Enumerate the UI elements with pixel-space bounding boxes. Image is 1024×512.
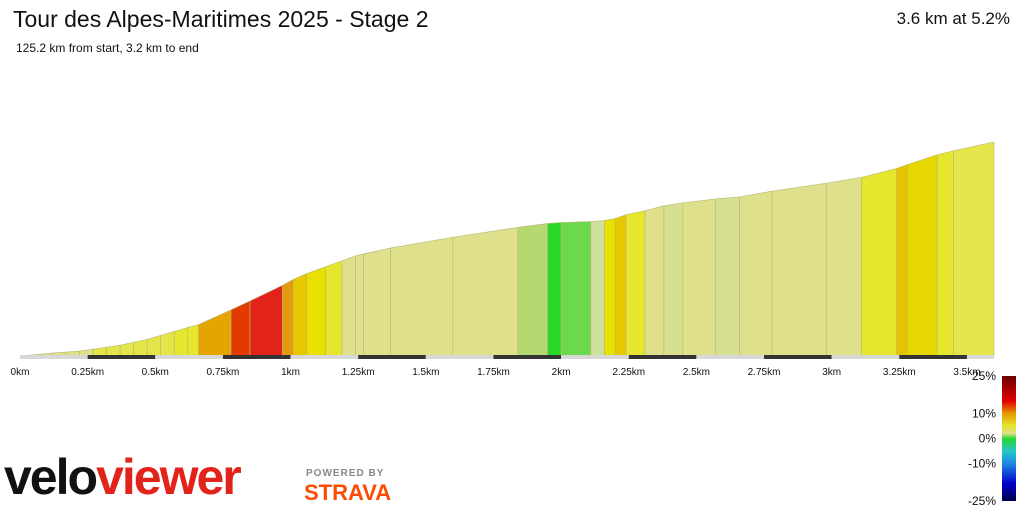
- climb-summary: 3.6 km at 5.2%: [896, 9, 1010, 28]
- profile-segment: [663, 202, 684, 357]
- scale-bar-segment: [764, 355, 832, 359]
- profile-segment: [282, 278, 294, 357]
- profile-segment: [739, 190, 773, 357]
- x-axis-ticks: 0km 0.25km 0.5km 0.75km 1km 1.25km 1.5km 1.75km…: [11, 367, 981, 378]
- colorbar-label: -10%: [968, 457, 996, 471]
- x-tick-label: 3.5km: [953, 367, 980, 378]
- colorbar-rect: [1002, 376, 1016, 501]
- chart-subtitle: 125.2 km from start, 3.2 km to end: [16, 41, 199, 55]
- scale-bar-segment: [628, 355, 697, 359]
- scale-bar-segment: [561, 355, 629, 359]
- x-tick-label: 0.75km: [207, 367, 240, 378]
- profile-segment: [896, 164, 908, 357]
- profile-segment: [249, 284, 283, 357]
- profile-segment: [341, 255, 356, 357]
- scale-bar-segment: [696, 355, 765, 359]
- x-tick-label: 3.25km: [883, 367, 916, 378]
- scale-bar-segment: [87, 355, 156, 359]
- profile-segment: [306, 266, 327, 357]
- colorbar-label: 0%: [979, 432, 997, 446]
- profile-segment: [198, 309, 232, 357]
- logo-velo: velo: [4, 449, 98, 505]
- profile-segment: [604, 218, 616, 357]
- chart-title: Tour des Alpes-Maritimes 2025 - Stage 2: [13, 6, 429, 32]
- profile-segment: [92, 346, 107, 357]
- profile-segment: [953, 141, 995, 357]
- x-tick-label: 2km: [552, 367, 571, 378]
- scale-bar-segment: [425, 355, 494, 359]
- colorbar-label: -25%: [968, 494, 996, 508]
- x-tick-label: 0km: [11, 367, 30, 378]
- colorbar-label: 10%: [972, 407, 996, 421]
- profile-segment: [133, 338, 148, 357]
- profile-segment: [452, 227, 519, 357]
- x-tick-label: 1.75km: [477, 367, 510, 378]
- distance-scale-bar: [20, 355, 994, 359]
- scale-bar-segment: [493, 355, 562, 359]
- profile-segment: [325, 260, 343, 357]
- x-tick-label: 1km: [281, 367, 300, 378]
- logo-viewer: viewer: [96, 449, 242, 505]
- x-tick-label: 0.25km: [71, 367, 104, 378]
- scale-bar-segment: [831, 355, 900, 359]
- colorbar-label: 25%: [972, 369, 996, 383]
- profile-segment: [390, 236, 454, 357]
- veloviewer-logo: veloviewer: [4, 449, 242, 505]
- x-tick-label: 3km: [822, 367, 841, 378]
- scale-bar-segment: [20, 355, 88, 359]
- profile-segment: [355, 253, 364, 357]
- strava-logo: STRAVA: [304, 480, 392, 505]
- profile-segment: [590, 220, 605, 357]
- profile-segment: [146, 334, 161, 357]
- powered-by-label: POWERED BY: [306, 468, 385, 479]
- gradient-colorbar: 25% 10% 0% -10% -25%: [968, 369, 1016, 508]
- profile-segment: [614, 214, 627, 357]
- profile-segment: [292, 273, 308, 357]
- x-tick-label: 2.25km: [612, 367, 645, 378]
- scale-bar-segment: [155, 355, 223, 359]
- x-tick-label: 2.75km: [748, 367, 781, 378]
- scale-bar-segment: [358, 355, 426, 359]
- scale-bar-segment: [290, 355, 359, 359]
- profile-segment: [160, 331, 175, 357]
- profile-segment: [715, 196, 740, 357]
- profile-segment: [547, 222, 562, 357]
- profile-segment: [861, 168, 897, 357]
- x-tick-label: 2.5km: [683, 367, 710, 378]
- scale-bar-segment: [899, 355, 967, 359]
- profile-segment: [187, 324, 199, 357]
- profile-area: [19, 141, 995, 357]
- profile-segment: [560, 221, 592, 357]
- profile-segment: [517, 223, 548, 357]
- profile-segment: [79, 348, 94, 357]
- profile-segment: [230, 300, 251, 357]
- profile-segment: [682, 198, 716, 357]
- profile-segment: [363, 247, 391, 357]
- profile-segment: [106, 344, 121, 357]
- x-tick-label: 1.5km: [412, 367, 439, 378]
- profile-segment: [173, 327, 189, 357]
- scale-bar-segment: [222, 355, 291, 359]
- x-tick-label: 0.5km: [142, 367, 169, 378]
- profile-segment: [936, 150, 954, 357]
- x-tick-label: 1.25km: [342, 367, 375, 378]
- profile-segment: [907, 154, 938, 357]
- profile-segment: [644, 205, 665, 357]
- profile-segment: [771, 182, 827, 357]
- profile-segment: [119, 341, 134, 357]
- profile-segment: [825, 176, 862, 357]
- profile-segment: [625, 210, 646, 357]
- scale-bar-segment: [966, 355, 994, 359]
